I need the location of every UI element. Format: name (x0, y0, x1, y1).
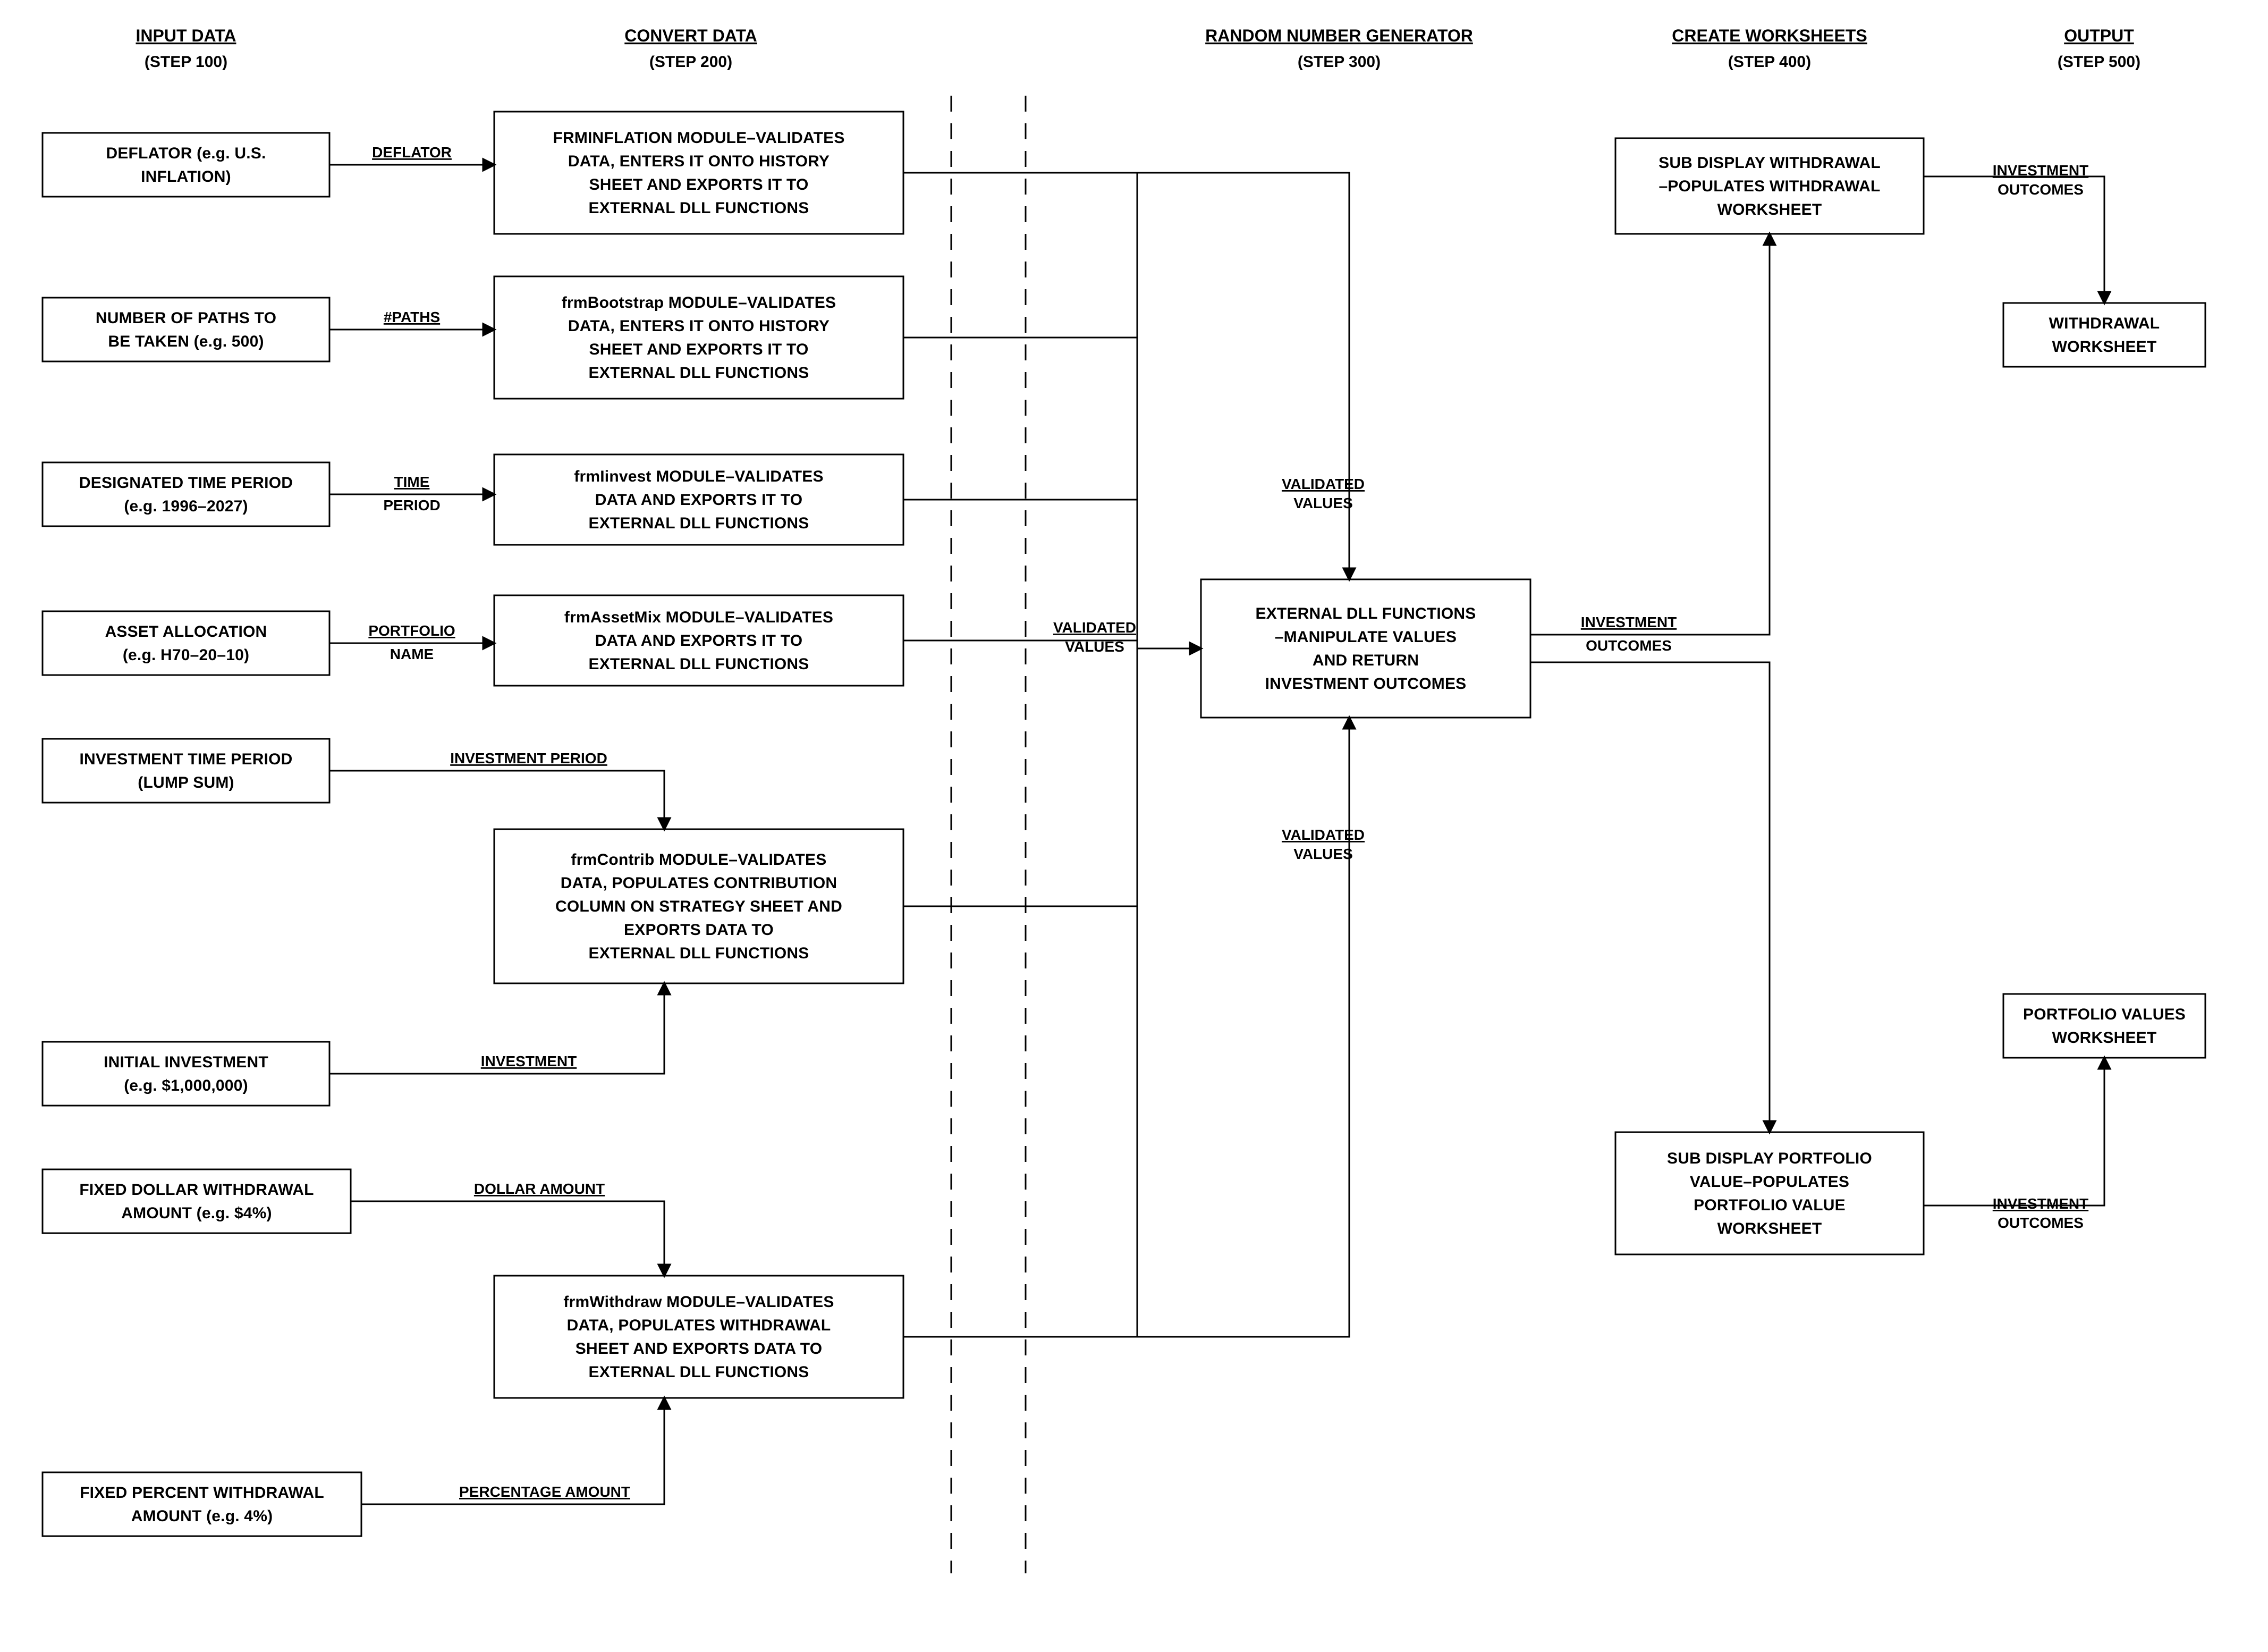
arrow (1530, 662, 1770, 1132)
svg-text:OUTCOMES: OUTCOMES (1998, 1215, 2084, 1231)
svg-text:frmAssetMix MODULE–VALIDATESDA: frmAssetMix MODULE–VALIDATESDATA AND EXP… (564, 609, 833, 673)
svg-text:#PATHS: #PATHS (384, 309, 440, 325)
svg-text:VALIDATED: VALIDATED (1282, 827, 1365, 843)
svg-text:frmIinvest MODULE–VALIDATESD: frmIinvest MODULE–VALIDATESDATA AND EXPO… (574, 468, 823, 532)
svg-text:PORTFOLIO: PORTFOLIO (368, 622, 455, 639)
arrow (1137, 173, 1349, 579)
arrow (351, 1201, 664, 1276)
arrow (329, 771, 664, 829)
rng_dll (1201, 579, 1530, 718)
svg-text:VALIDATED: VALIDATED (1282, 476, 1365, 492)
svg-text:DOLLAR AMOUNT: DOLLAR AMOUNT (474, 1181, 605, 1197)
out_portfolio (2003, 994, 2205, 1058)
svg-text:frmContrib MODULE–VALIDATESDA: frmContrib MODULE–VALIDATESDATA, POPULAT… (555, 851, 842, 962)
svg-text:DEFLATOR: DEFLATOR (372, 144, 452, 161)
svg-text:OUTPUT: OUTPUT (2064, 26, 2134, 45)
arrow (1924, 1058, 2104, 1206)
svg-text:VALUES: VALUES (1293, 495, 1353, 511)
svg-text:INVESTMENT: INVESTMENT (481, 1053, 577, 1069)
in_initial (43, 1042, 329, 1106)
svg-text:(STEP 300): (STEP 300) (1298, 53, 1381, 71)
in_asset (43, 611, 329, 675)
svg-text:INVESTMENT: INVESTMENT (1581, 614, 1677, 630)
svg-text:INVESTMENT: INVESTMENT (1993, 162, 2088, 179)
svg-text:(STEP 500): (STEP 500) (2058, 53, 2140, 71)
svg-text:(STEP 100): (STEP 100) (145, 53, 227, 71)
svg-text:NAME: NAME (390, 646, 434, 662)
arrow (1137, 718, 1349, 1337)
in_deflator (43, 133, 329, 197)
in_percent (43, 1472, 361, 1536)
svg-text:INVESTMENT: INVESTMENT (1993, 1195, 2088, 1212)
in_dollar (43, 1169, 351, 1233)
flowchart: INPUT DATA (STEP 100) CONVERT DATA (STEP 20… (0, 0, 2268, 1652)
svg-text:CREATE WORKSHEETS: CREATE WORKSHEETS (1672, 26, 1867, 45)
svg-text:CONVERT DATA: CONVERT DATA (624, 26, 757, 45)
in_time (43, 462, 329, 526)
svg-text:PERIOD: PERIOD (383, 497, 440, 513)
svg-text:VALUES: VALUES (1065, 638, 1124, 655)
svg-text:VALIDATED: VALIDATED (1053, 619, 1136, 636)
arrow (1530, 234, 1770, 635)
in_paths (43, 298, 329, 361)
svg-text:(STEP 200): (STEP 200) (649, 53, 732, 71)
out_withdraw (2003, 303, 2205, 367)
svg-text:INVESTMENT PERIOD: INVESTMENT PERIOD (450, 750, 607, 766)
svg-text:VALUES: VALUES (1293, 846, 1353, 862)
svg-text:RANDOM NUMBER GENERATOR: RANDOM NUMBER GENERATOR (1205, 26, 1473, 45)
svg-text:OUTCOMES: OUTCOMES (1998, 181, 2084, 198)
svg-text:TIME: TIME (394, 474, 430, 490)
in_invperiod (43, 739, 329, 803)
svg-text:(STEP 400): (STEP 400) (1728, 53, 1811, 71)
svg-text:OUTCOMES: OUTCOMES (1586, 637, 1672, 654)
svg-text:INPUT DATA: INPUT DATA (136, 26, 236, 45)
svg-text:PERCENTAGE AMOUNT: PERCENTAGE AMOUNT (459, 1484, 630, 1500)
